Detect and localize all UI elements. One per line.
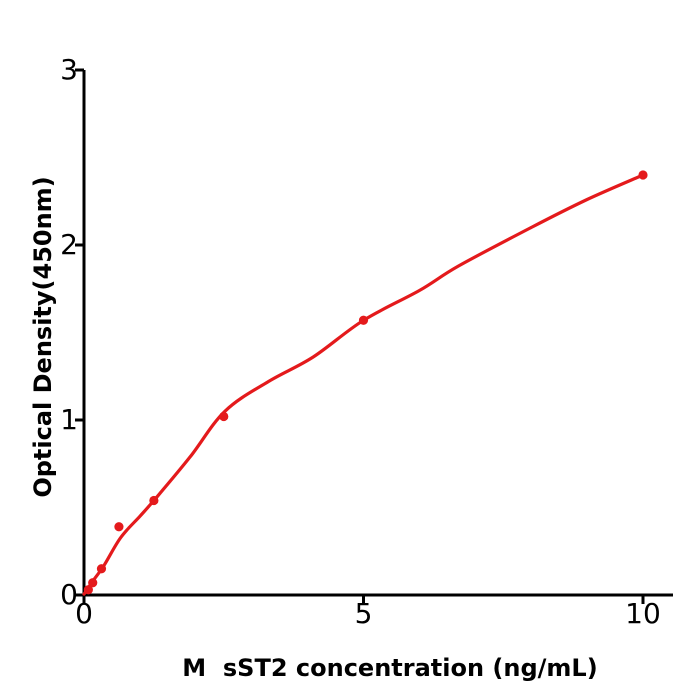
x-axis-title: M sST2 concentration (ng/mL) (182, 654, 598, 682)
data-point (83, 585, 93, 595)
y-tick-label: 0 (60, 578, 78, 611)
data-point (219, 411, 229, 422)
y-tick-label: 3 (60, 53, 78, 86)
data-point (358, 315, 369, 325)
data-point (114, 522, 124, 532)
x-tick-label: 5 (354, 597, 373, 630)
x-tick-label: 0 (75, 597, 93, 630)
y-axis-title: Optical Density(450nm) (29, 176, 57, 498)
data-point (88, 578, 98, 588)
y-tick-label: 1 (60, 403, 78, 436)
x-tick-label: 10 (625, 597, 661, 630)
data-point (96, 564, 107, 574)
standard-curve-line (82, 173, 645, 596)
data-point (638, 170, 648, 180)
y-tick-label: 2 (60, 228, 78, 261)
data-point (149, 495, 159, 506)
